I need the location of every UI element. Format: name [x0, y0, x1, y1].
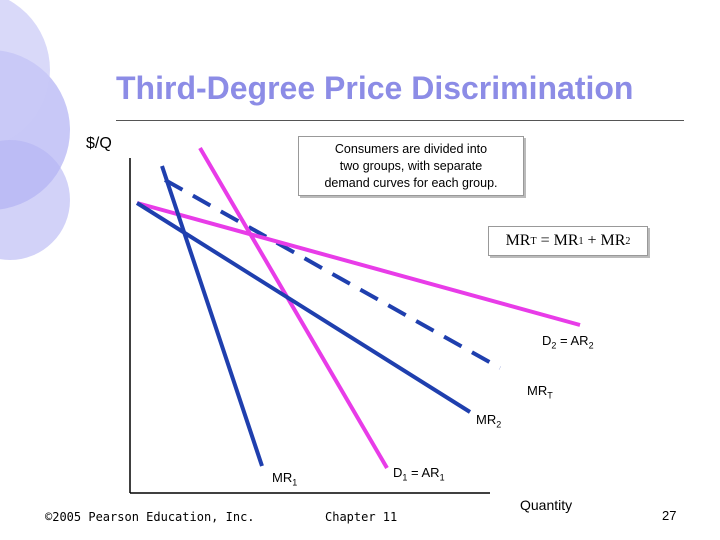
mrt-sub: T [547, 390, 553, 401]
d2-sub2: 2 [588, 340, 594, 351]
copyright-text: ©2005 Pearson Education, Inc. [45, 510, 255, 524]
mrt-eq-equals: = MR [536, 232, 579, 249]
d2-main: D [542, 333, 552, 348]
label-d2-ar2: D2 = AR2 [542, 333, 594, 351]
mr2-main: MR [476, 412, 497, 427]
d1-demand-curve [198, 146, 389, 470]
title-divider [116, 120, 684, 121]
info-line-2: two groups, with separate [339, 158, 483, 173]
label-mr2: MR2 [476, 412, 501, 430]
mrt-eq-plus: + MR [583, 232, 626, 249]
mrt-main: MR [527, 383, 548, 398]
mr2-sub: 2 [496, 419, 502, 430]
d2-mid: = AR [556, 333, 589, 348]
decorative-circles [0, 0, 70, 260]
label-d1-ar1: D1 = AR1 [393, 465, 445, 483]
info-box: Consumers are divided into two groups, w… [298, 136, 524, 196]
d1-mid: = AR [407, 465, 440, 480]
mrt-equation-box: MR T = MR 1 + MR 2 [488, 226, 648, 256]
d2-sub: 2 [551, 340, 557, 351]
info-line-1: Consumers are divided into [334, 141, 488, 156]
x-axis-label: Quantity [520, 497, 573, 513]
d1-main: D [393, 465, 403, 480]
d1-sub2: 1 [439, 472, 445, 483]
decor-circle-small [0, 140, 70, 260]
mr1-curve [160, 165, 264, 467]
chapter-text: Chapter 11 [325, 510, 398, 524]
page-title: Third-Degree Price Discrimination [116, 70, 634, 106]
d2-demand-curve [136, 201, 581, 327]
decor-circle-light [0, 0, 50, 145]
y-axis-label: $/Q [86, 135, 112, 152]
mr1-sub: 1 [292, 477, 298, 488]
mrt-curve-dashed [164, 178, 501, 370]
label-mr1: MR1 [272, 470, 297, 488]
mrt-eq-sub-1: 1 [578, 235, 584, 247]
info-line-3: demand curves for each group. [324, 175, 498, 190]
mr1-main: MR [272, 470, 293, 485]
d1-sub: 1 [402, 472, 408, 483]
mrt-eq-mr: MR [505, 232, 531, 249]
mrt-eq-sub-t: T [530, 235, 537, 247]
mr2-curve [135, 201, 472, 414]
mrt-eq-sub-2: 2 [625, 235, 631, 247]
page-number: 27 [662, 508, 677, 523]
label-mrt: MRT [527, 383, 553, 401]
